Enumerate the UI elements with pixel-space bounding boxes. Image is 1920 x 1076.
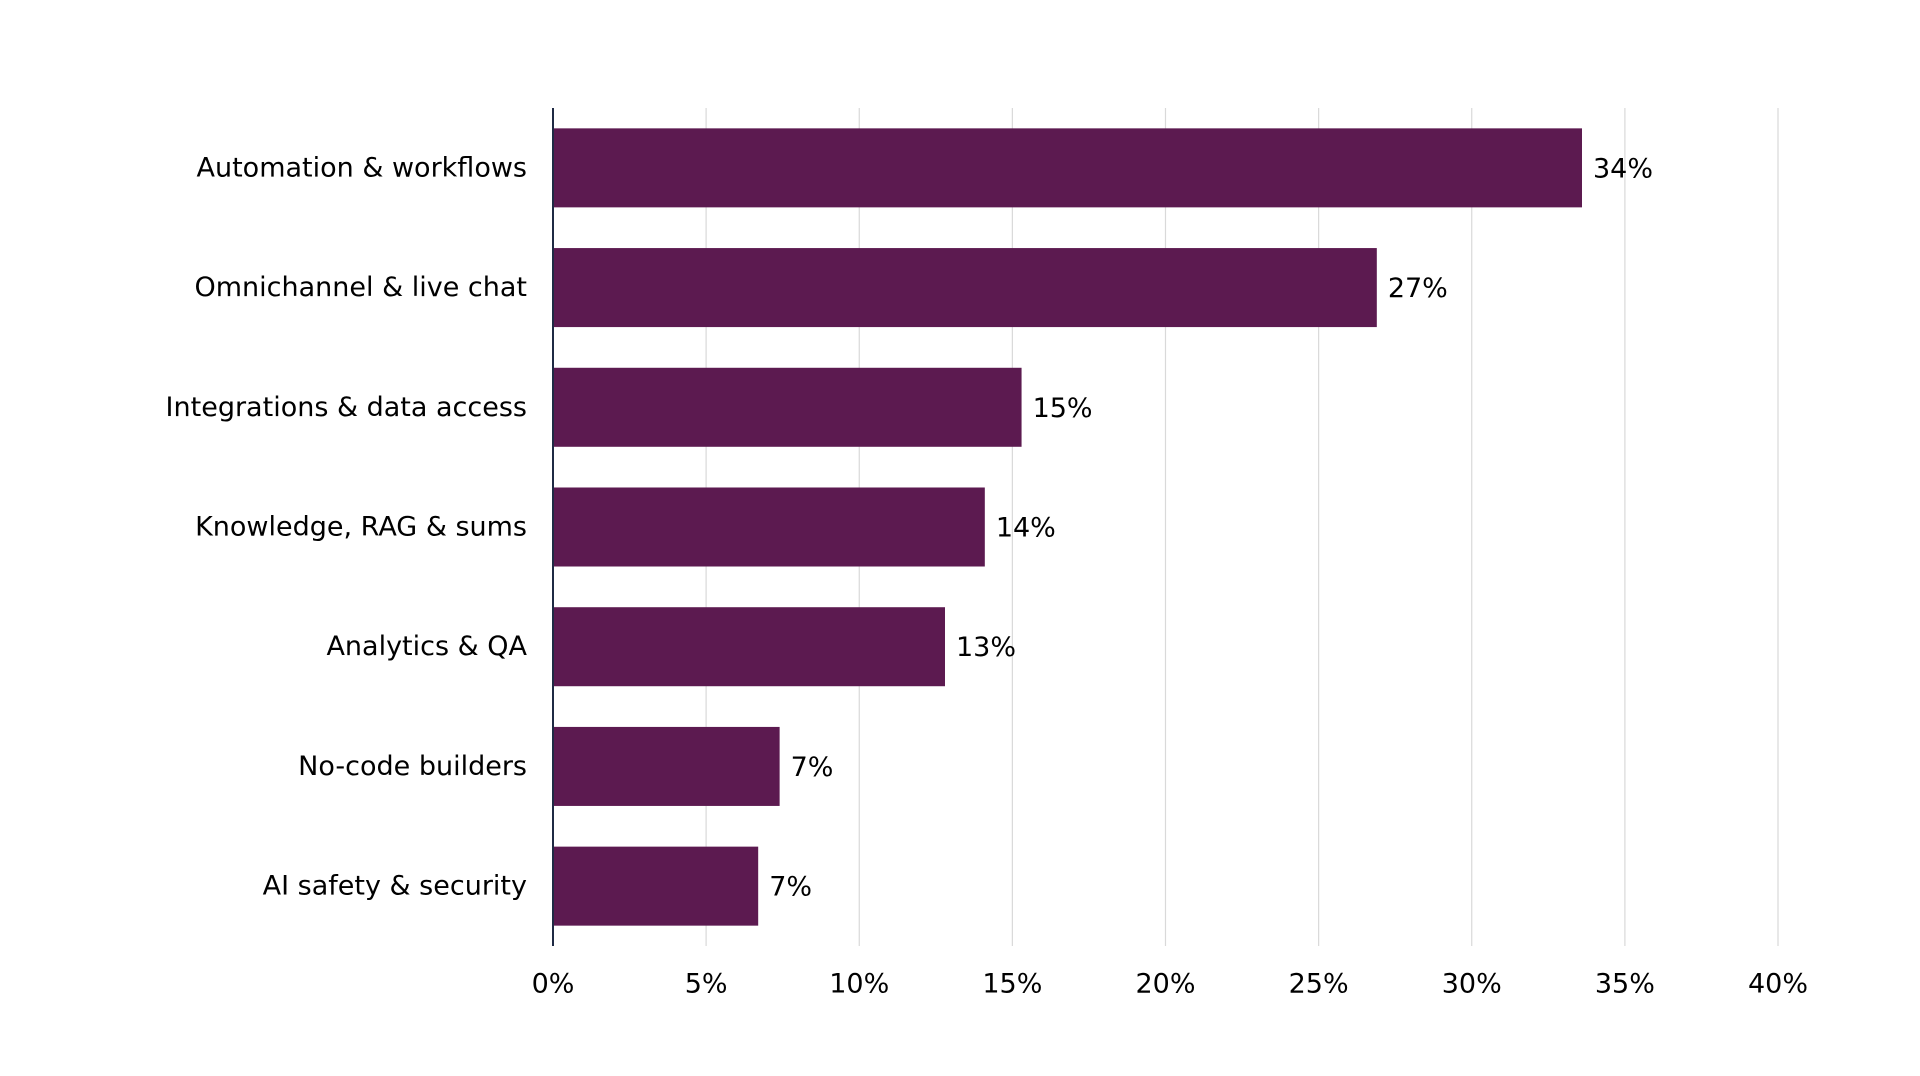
category-label: Integrations & data access	[166, 392, 527, 423]
bar	[553, 846, 759, 926]
x-tick-label: 35%	[1595, 969, 1655, 1000]
data-labels: 34% 27% 15% 14% 13% 7% 7%	[769, 153, 1653, 902]
category-label: Knowledge, RAG & sums	[195, 512, 527, 543]
bar	[553, 726, 780, 806]
x-tick-label: 30%	[1442, 969, 1502, 1000]
data-label: 14%	[996, 513, 1056, 544]
data-label: 13%	[956, 632, 1016, 663]
category-label: Automation & workflows	[197, 152, 528, 183]
x-tick-label: 5%	[685, 969, 728, 1000]
bar	[553, 607, 945, 687]
data-label: 27%	[1388, 273, 1448, 304]
category-label: AI safety & security	[263, 871, 527, 902]
gridlines	[705, 108, 1779, 946]
category-label: Analytics & QA	[326, 631, 527, 662]
bar	[553, 487, 985, 567]
x-tick-label: 25%	[1289, 969, 1349, 1000]
x-tick-label: 20%	[1135, 969, 1195, 1000]
bar	[553, 128, 1582, 208]
data-label: 7%	[791, 752, 834, 783]
data-label: 7%	[769, 872, 812, 903]
bar	[553, 367, 1022, 447]
category-label: Omnichannel & live chat	[195, 272, 528, 303]
bars	[553, 128, 1582, 926]
x-tick-label: 0%	[532, 969, 575, 1000]
x-tick-label: 40%	[1748, 969, 1808, 1000]
data-label: 34%	[1593, 153, 1653, 184]
x-tick-labels: 0% 5% 10% 15% 20% 25% 30% 35% 40%	[532, 969, 1808, 1000]
bar	[553, 248, 1377, 328]
category-labels: Automation & workflows Omnichannel & live…	[166, 152, 528, 901]
x-tick-label: 10%	[829, 969, 889, 1000]
x-tick-label: 15%	[982, 969, 1042, 1000]
category-label: No-code builders	[298, 751, 527, 782]
data-label: 15%	[1033, 393, 1093, 424]
